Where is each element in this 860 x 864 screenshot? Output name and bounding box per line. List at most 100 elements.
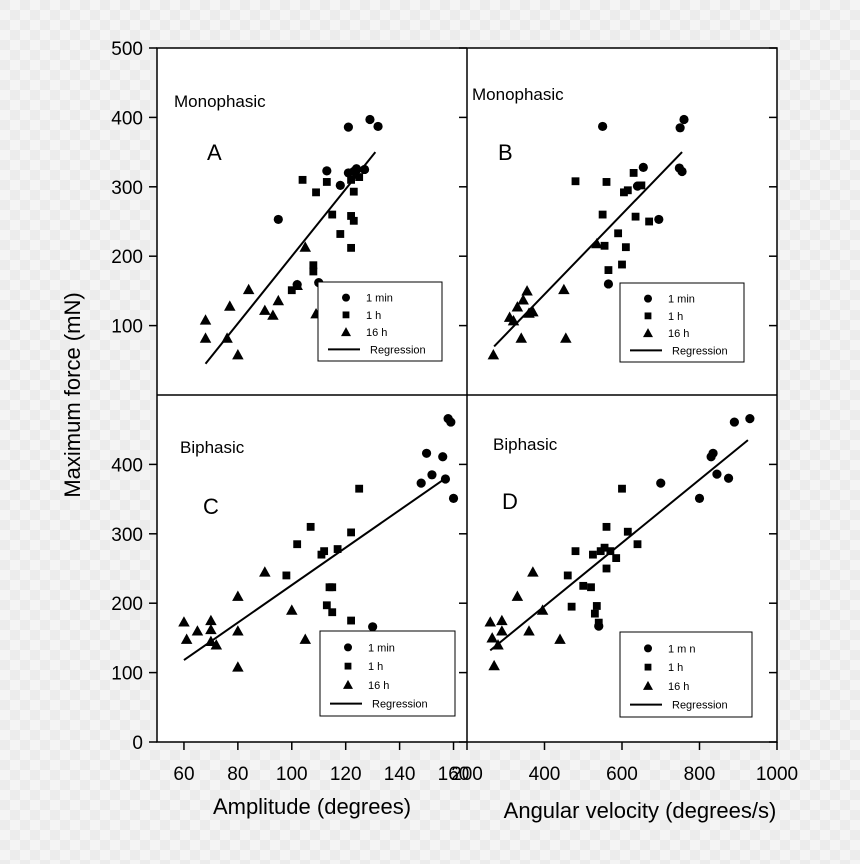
panel-a-title: Monophasic: [174, 92, 266, 111]
data-point-square: [618, 484, 626, 493]
data-point-triangle: [484, 616, 496, 627]
data-point-triangle: [232, 590, 244, 601]
data-point-triangle: [272, 294, 285, 306]
data-point-square: [618, 260, 626, 269]
data-point-square: [309, 261, 318, 270]
data-point-square: [287, 286, 296, 295]
panel-d-letter: D: [502, 489, 518, 514]
regression-line: [204, 151, 377, 365]
legend-frame: [619, 631, 753, 718]
y-tick-label: 100: [111, 664, 143, 685]
data-point-triangle: [205, 635, 217, 646]
data-point-square: [592, 602, 601, 610]
legend-label-1-min: 1 min: [368, 642, 395, 654]
legend-label-16-h: 16 h: [366, 327, 387, 339]
data-point-square: [306, 522, 315, 531]
legend-marker-triangle: [341, 327, 351, 337]
legend: 1 m n 1 h 16 h Regression: [619, 631, 753, 718]
data-point-circle: [368, 622, 378, 632]
panel-d-title: Biphasic: [493, 435, 558, 454]
y-tick-label: 400: [111, 455, 143, 476]
data-point-triangle: [521, 285, 533, 296]
data-point-circle: [343, 122, 353, 132]
legend-label-16-h: 16 h: [668, 681, 689, 693]
data-point-square: [589, 550, 597, 559]
x-tick-label-velocity: 800: [684, 764, 716, 785]
legend-marker-square: [342, 311, 350, 319]
data-point-circle: [745, 413, 755, 424]
data-point-square: [322, 601, 331, 610]
legend-marker-triangle: [343, 679, 353, 689]
panel-c: Biphasic C 1 min 1 h 16 h Regression: [178, 413, 459, 717]
data-point-square: [606, 547, 615, 556]
data-point-square: [579, 581, 588, 590]
data-point-square: [631, 212, 640, 221]
data-point-square: [590, 609, 599, 618]
regression-line: [183, 477, 447, 661]
data-point-square: [347, 616, 355, 625]
data-point-circle: [373, 121, 383, 132]
data-point-triangle: [488, 659, 500, 671]
axes: 100 200 300 400 500 0 100 200 300 400 60 80 100 120 14…: [111, 39, 798, 785]
legend-marker-triangle: [643, 680, 653, 690]
data-point-circle: [729, 417, 739, 427]
data-point-square: [594, 618, 603, 627]
data-point-square: [587, 583, 595, 592]
data-point-circle: [365, 114, 375, 125]
panel-d: Biphasic D 1 m n 1 h 16 h Regression: [484, 413, 755, 718]
data-point-triangle: [180, 633, 193, 644]
data-point-square: [623, 186, 632, 195]
data-point-triangle: [486, 632, 498, 643]
data-point-square: [563, 571, 572, 580]
data-point-square: [293, 540, 302, 549]
data-point-triangle: [527, 566, 539, 577]
legend: 1 min 1 h 16 h Regression: [319, 630, 456, 717]
data-point-square: [645, 217, 654, 226]
data-point-square: [347, 528, 355, 537]
data-point-triangle: [199, 332, 212, 343]
data-point-circle: [440, 474, 451, 484]
data-point-triangle: [242, 283, 255, 295]
data-point-circle: [708, 448, 718, 458]
data-point-square: [571, 177, 580, 186]
data-point-circle: [677, 166, 687, 177]
legend-marker-circle: [644, 294, 652, 303]
legend-label-1-min: 1 min: [668, 294, 695, 306]
x-tick-label-amplitude: 120: [330, 764, 362, 785]
x-axis-title-right: Angular velocity (degrees/s): [504, 798, 777, 823]
data-point-triangle: [221, 332, 233, 343]
data-point-circle: [416, 478, 426, 488]
legend-label-1-h: 1 h: [668, 662, 683, 674]
data-point-triangle: [232, 625, 244, 636]
data-point-square: [602, 564, 611, 573]
data-point-circle: [448, 493, 459, 504]
data-point-square: [612, 554, 621, 562]
data-point-square: [347, 175, 355, 184]
data-point-circle: [335, 180, 345, 191]
data-point-triangle: [205, 623, 217, 635]
y-tick-label: 200: [111, 594, 143, 615]
data-point-circle: [675, 123, 685, 133]
x-axis-title-left: Amplitude (degrees): [213, 794, 411, 819]
x-tick-label-amplitude: 160: [438, 764, 470, 785]
legend-frame: [619, 282, 745, 363]
legend-frame: [319, 630, 456, 717]
data-point-circle: [351, 164, 362, 174]
legend-label-regression: Regression: [372, 699, 428, 711]
data-point-circle: [438, 452, 448, 462]
data-point-circle: [322, 166, 332, 176]
data-point-square: [312, 188, 320, 197]
data-point-triangle: [560, 332, 572, 343]
panel-a: Monophasic A 1 min 1 h 16 h Regression: [174, 92, 443, 365]
legend-label-regression: Regression: [672, 345, 728, 357]
data-point-triangle: [232, 348, 244, 360]
data-point-triangle: [191, 625, 204, 636]
panel-c-letter: C: [203, 494, 219, 519]
data-point-circle: [427, 470, 437, 480]
data-point-square: [614, 229, 623, 238]
panel-c-title: Biphasic: [180, 438, 245, 457]
legend-marker-circle: [644, 644, 652, 653]
data-point-square: [355, 484, 364, 493]
data-point-square: [598, 210, 607, 219]
data-point-triangle: [515, 332, 527, 343]
